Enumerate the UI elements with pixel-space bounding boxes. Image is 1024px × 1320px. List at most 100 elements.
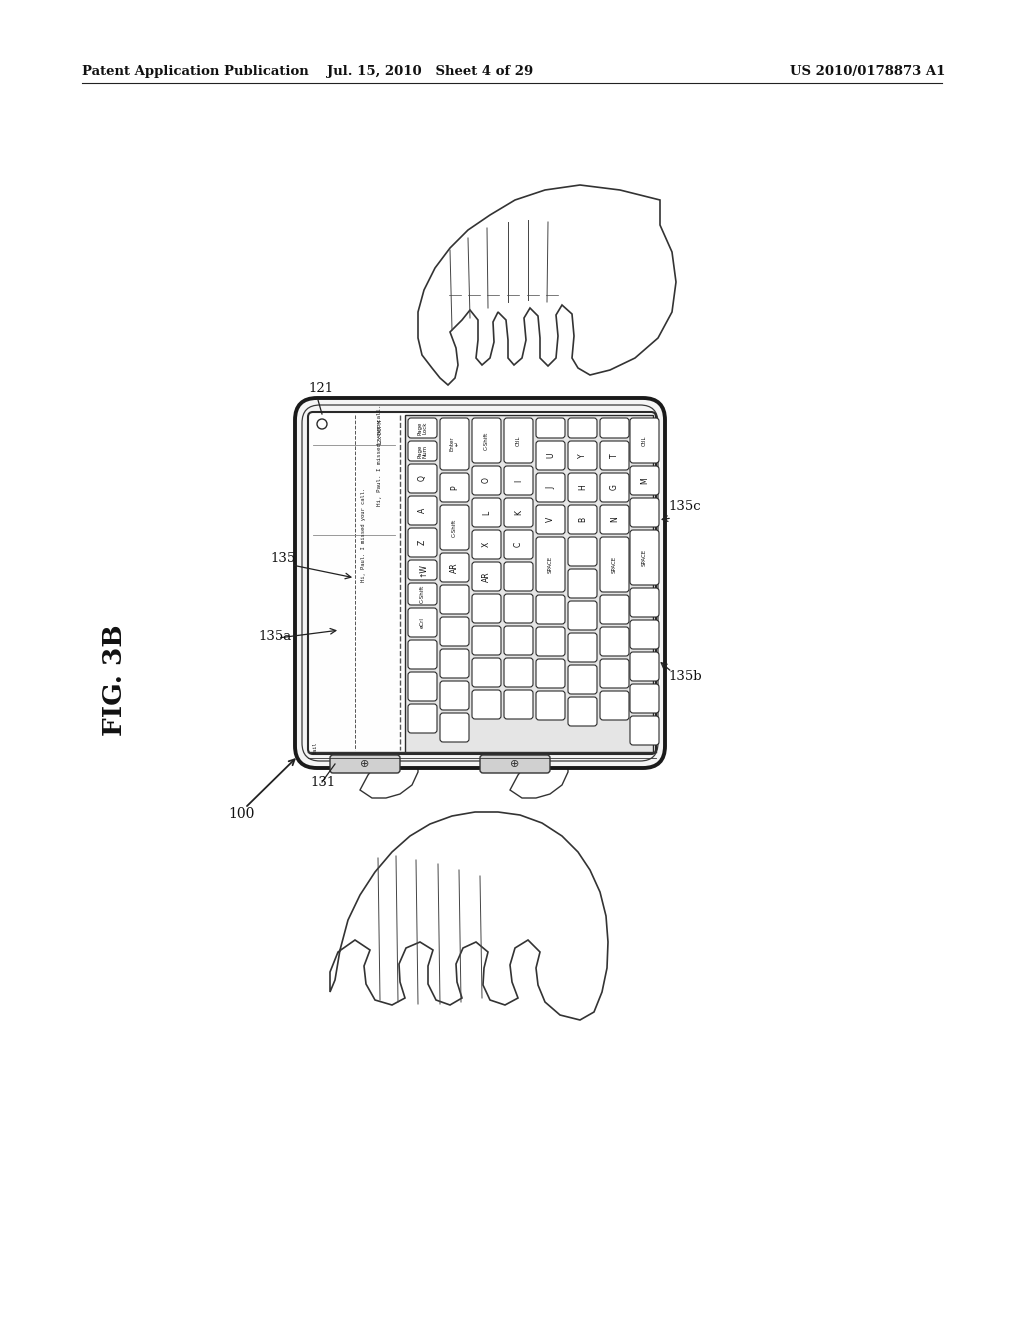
Text: AR: AR (450, 562, 459, 573)
Text: 131: 131 (310, 776, 335, 789)
FancyBboxPatch shape (536, 595, 565, 624)
FancyBboxPatch shape (568, 473, 597, 502)
Text: M: M (640, 478, 649, 484)
Text: eCrl: eCrl (420, 616, 425, 628)
FancyBboxPatch shape (600, 659, 629, 688)
FancyBboxPatch shape (630, 715, 659, 744)
Text: J: J (546, 486, 555, 488)
Text: C-Shift: C-Shift (484, 432, 489, 450)
FancyBboxPatch shape (600, 627, 629, 656)
FancyBboxPatch shape (440, 553, 469, 582)
Text: B: B (578, 517, 587, 523)
FancyBboxPatch shape (600, 537, 629, 591)
FancyBboxPatch shape (472, 466, 501, 495)
FancyBboxPatch shape (536, 506, 565, 535)
FancyBboxPatch shape (440, 681, 469, 710)
FancyBboxPatch shape (568, 697, 597, 726)
Text: 135c: 135c (668, 500, 700, 513)
FancyBboxPatch shape (568, 601, 597, 630)
FancyBboxPatch shape (440, 506, 469, 550)
FancyBboxPatch shape (440, 713, 469, 742)
Text: Enter
↵: Enter ↵ (450, 437, 460, 451)
FancyBboxPatch shape (472, 498, 501, 527)
Text: 12:00PM: 12:00PM (378, 418, 383, 445)
Text: A: A (418, 508, 427, 513)
Text: 135a: 135a (258, 630, 291, 643)
FancyBboxPatch shape (504, 626, 534, 655)
Text: Hi, Paul. I missed your call.: Hi, Paul. I missed your call. (360, 488, 366, 582)
FancyBboxPatch shape (630, 652, 659, 681)
FancyBboxPatch shape (600, 418, 629, 438)
FancyBboxPatch shape (536, 441, 565, 470)
FancyBboxPatch shape (568, 506, 597, 535)
FancyBboxPatch shape (504, 690, 534, 719)
Text: P: P (450, 486, 459, 490)
FancyBboxPatch shape (440, 418, 469, 470)
FancyBboxPatch shape (568, 634, 597, 663)
FancyBboxPatch shape (472, 626, 501, 655)
FancyBboxPatch shape (536, 690, 565, 719)
FancyBboxPatch shape (408, 704, 437, 733)
FancyBboxPatch shape (600, 473, 629, 502)
Text: T: T (610, 453, 618, 458)
FancyBboxPatch shape (630, 620, 659, 649)
Text: U: U (546, 453, 555, 458)
FancyBboxPatch shape (568, 569, 597, 598)
Text: Y: Y (578, 453, 587, 458)
Text: O: O (482, 478, 490, 483)
Text: 135b: 135b (668, 671, 701, 682)
FancyBboxPatch shape (504, 562, 534, 591)
FancyBboxPatch shape (568, 665, 597, 694)
Text: 100: 100 (228, 807, 254, 821)
FancyBboxPatch shape (600, 595, 629, 624)
Text: ⊕: ⊕ (510, 759, 520, 770)
Text: 135: 135 (270, 552, 295, 565)
Text: Page
Lock: Page Lock (417, 421, 428, 434)
FancyBboxPatch shape (408, 560, 437, 579)
FancyBboxPatch shape (440, 616, 469, 645)
FancyBboxPatch shape (408, 640, 437, 669)
Bar (406, 414, 653, 752)
Text: 121: 121 (308, 381, 333, 395)
Text: SPACE: SPACE (612, 556, 617, 573)
FancyBboxPatch shape (600, 441, 629, 470)
FancyBboxPatch shape (440, 585, 469, 614)
FancyBboxPatch shape (472, 562, 501, 591)
FancyBboxPatch shape (536, 537, 565, 591)
FancyBboxPatch shape (630, 587, 659, 616)
FancyBboxPatch shape (440, 473, 469, 502)
FancyBboxPatch shape (408, 496, 437, 525)
FancyBboxPatch shape (295, 399, 665, 768)
FancyBboxPatch shape (330, 755, 400, 774)
Text: FIG. 3B: FIG. 3B (102, 624, 128, 735)
FancyBboxPatch shape (568, 537, 597, 566)
FancyBboxPatch shape (472, 690, 501, 719)
FancyBboxPatch shape (408, 465, 437, 492)
FancyBboxPatch shape (600, 690, 629, 719)
Text: I: I (514, 479, 523, 482)
FancyBboxPatch shape (408, 609, 437, 638)
FancyBboxPatch shape (536, 473, 565, 502)
FancyBboxPatch shape (408, 441, 437, 461)
FancyBboxPatch shape (440, 649, 469, 678)
Text: AR: AR (482, 572, 490, 582)
Text: ⊕: ⊕ (360, 759, 370, 770)
FancyBboxPatch shape (472, 418, 501, 463)
FancyBboxPatch shape (504, 594, 534, 623)
Text: C-Shift: C-Shift (420, 585, 425, 603)
Text: SPACE: SPACE (548, 556, 553, 573)
FancyBboxPatch shape (472, 657, 501, 686)
FancyBboxPatch shape (408, 583, 437, 605)
Polygon shape (418, 185, 676, 385)
FancyBboxPatch shape (472, 531, 501, 558)
Text: G: G (610, 484, 618, 491)
FancyBboxPatch shape (630, 498, 659, 527)
FancyBboxPatch shape (408, 672, 437, 701)
Text: CtIL: CtIL (516, 436, 521, 446)
FancyBboxPatch shape (630, 531, 659, 585)
Text: tail: tail (312, 742, 317, 754)
Text: X: X (482, 543, 490, 546)
FancyBboxPatch shape (504, 466, 534, 495)
Text: C: C (514, 543, 523, 546)
Text: Z: Z (418, 540, 427, 545)
